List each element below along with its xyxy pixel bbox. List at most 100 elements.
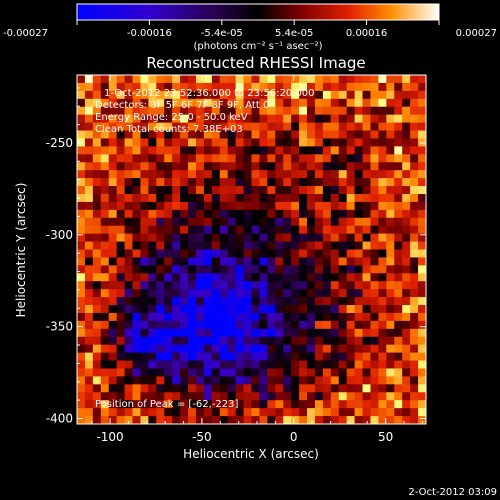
heatmap-cell xyxy=(219,75,229,84)
heatmap-cell xyxy=(386,297,395,306)
heatmap-cell xyxy=(92,416,102,425)
heatmap-cell xyxy=(418,186,427,195)
heatmap-cell xyxy=(195,344,205,354)
heatmap-cell xyxy=(140,392,149,401)
heatmap-cell xyxy=(322,82,332,92)
heatmap-cell xyxy=(77,154,86,163)
heatmap-cell xyxy=(92,186,102,195)
heatmap-cell xyxy=(132,360,141,369)
heatmap-cell xyxy=(116,281,125,290)
heatmap-cell xyxy=(243,352,252,361)
heatmap-cell xyxy=(338,352,348,361)
heatmap-cell xyxy=(188,352,197,361)
heatmap-cell xyxy=(259,384,268,393)
heatmap-cell xyxy=(148,162,157,171)
heatmap-cell xyxy=(362,352,371,361)
heatmap-cell xyxy=(132,146,141,155)
heatmap-cell xyxy=(402,114,411,123)
heatmap-cell xyxy=(283,209,292,219)
heatmap-cell xyxy=(84,122,94,131)
heatmap-cell xyxy=(172,146,181,155)
heatmap-cell xyxy=(394,249,403,258)
heatmap-cell xyxy=(378,225,387,235)
heatmap-cell xyxy=(322,281,332,290)
heatmap-cell xyxy=(132,90,141,100)
heatmap-cell xyxy=(227,376,237,385)
heatmap-cell xyxy=(410,384,419,393)
heatmap-cell xyxy=(299,384,308,393)
heatmap-cell xyxy=(108,368,118,377)
heatmap-cell xyxy=(140,75,149,84)
heatmap-cell xyxy=(84,90,94,100)
heatmap-cell xyxy=(140,368,149,377)
heatmap-cell xyxy=(172,297,181,306)
heatmap-cell xyxy=(354,320,363,330)
heatmap-cell xyxy=(164,408,173,417)
heatmap-cell xyxy=(100,257,110,266)
heatmap-cell xyxy=(124,344,133,354)
heatmap-cell xyxy=(418,273,427,282)
heatmap-cell xyxy=(108,392,118,401)
heatmap-cell xyxy=(394,297,403,306)
heatmap-cell xyxy=(124,281,133,290)
heatmap-cell xyxy=(84,98,94,108)
heatmap-cell xyxy=(124,162,133,171)
heatmap-cell xyxy=(227,162,237,171)
heatmap-cell xyxy=(362,392,371,401)
heatmap-cell xyxy=(362,138,371,147)
heatmap-cell xyxy=(156,233,165,242)
heatmap-cell xyxy=(92,178,102,187)
heatmap-cell xyxy=(386,344,395,354)
heatmap-cell xyxy=(156,257,165,266)
heatmap-cell xyxy=(267,312,276,322)
heatmap-cell xyxy=(378,98,387,108)
heatmap-cell xyxy=(132,344,141,354)
heatmap-cell xyxy=(275,328,284,338)
heatmap-cell xyxy=(180,241,189,250)
heatmap-cell xyxy=(267,273,276,282)
heatmap-cell xyxy=(211,241,221,250)
heatmap-cell xyxy=(108,193,118,203)
heatmap-cell xyxy=(243,186,252,195)
heatmap-cell xyxy=(275,289,284,298)
heatmap-cell xyxy=(100,162,110,171)
heatmap-cell xyxy=(362,170,371,179)
heatmap-cell xyxy=(180,336,189,346)
heatmap-cell xyxy=(275,352,284,361)
heatmap-cell xyxy=(299,281,308,290)
heatmap-cell xyxy=(346,392,356,401)
heatmap-cell xyxy=(195,186,205,195)
heatmap-cell xyxy=(251,305,260,314)
heatmap-cell xyxy=(322,384,332,393)
heatmap-cell xyxy=(140,305,149,314)
heatmap-cell xyxy=(116,178,125,187)
heatmap-cell xyxy=(275,130,284,139)
heatmap-cell xyxy=(132,241,141,250)
heatmap-cell xyxy=(148,233,157,242)
heatmap-cell xyxy=(314,328,324,338)
heatmap-cell xyxy=(394,217,403,227)
heatmap-cell xyxy=(307,130,316,139)
heatmap-cell xyxy=(132,289,141,298)
heatmap-cell xyxy=(164,225,173,235)
heatmap-cell xyxy=(283,146,292,155)
heatmap-cell xyxy=(275,106,284,116)
heatmap-cell xyxy=(378,297,387,306)
heatmap-cell xyxy=(346,193,356,203)
heatmap-cell xyxy=(132,384,141,393)
heatmap-cell xyxy=(410,241,419,250)
heatmap-cell xyxy=(362,82,371,92)
heatmap-cell xyxy=(418,336,427,346)
heatmap-cell xyxy=(92,154,102,163)
heatmap-cell xyxy=(283,392,292,401)
heatmap-cell xyxy=(227,328,237,338)
heatmap-cell xyxy=(346,154,356,163)
heatmap-cell xyxy=(140,82,149,92)
heatmap-cell xyxy=(164,178,173,187)
heatmap-cell xyxy=(307,265,316,274)
heatmap-cell xyxy=(338,82,348,92)
heatmap-cell xyxy=(195,178,205,187)
heatmap-cell xyxy=(362,297,371,306)
heatmap-cell xyxy=(188,376,197,385)
heatmap-cell xyxy=(116,289,125,298)
